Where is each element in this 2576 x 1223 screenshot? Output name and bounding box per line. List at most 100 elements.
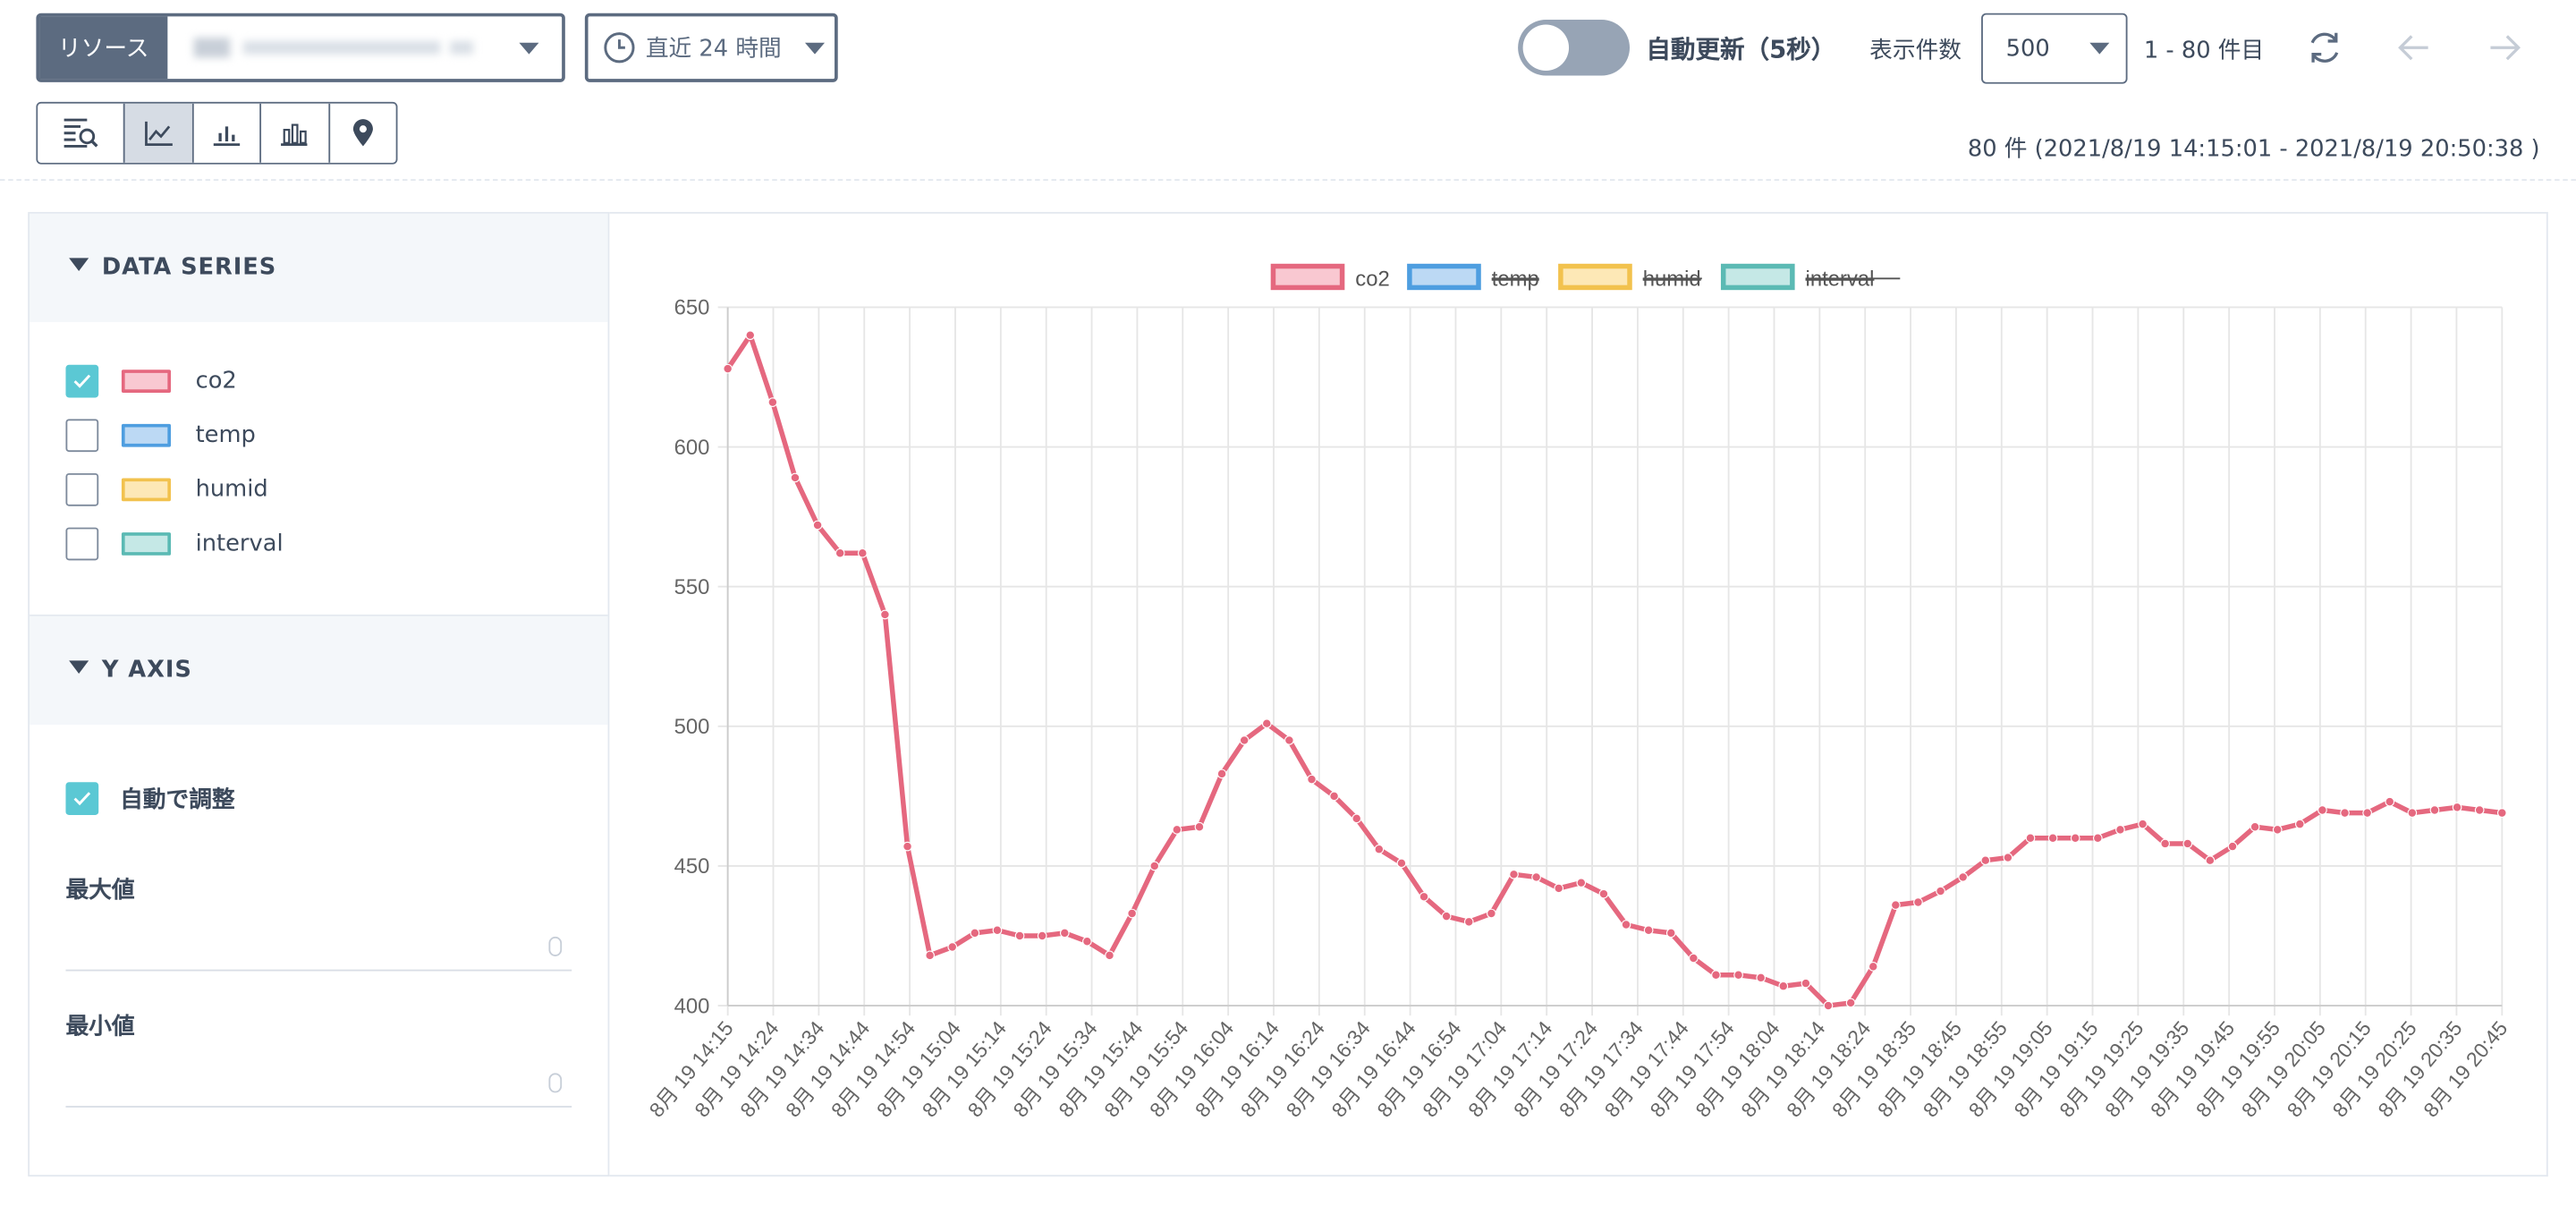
stacked-bar-icon (281, 123, 309, 147)
time-range-dropdown[interactable]: 直近 24 時間 (584, 13, 838, 82)
y-tick-label: 400 (674, 994, 710, 1018)
y-tick-label: 600 (674, 436, 710, 460)
y-axis-header[interactable]: Y AXIS (30, 616, 608, 725)
arrow-right-icon[interactable] (2480, 25, 2526, 71)
clock-icon (604, 32, 635, 64)
data-point (2407, 808, 2418, 818)
y-axis-title: Y AXIS (101, 657, 192, 684)
data-point (1621, 920, 1631, 930)
data-point (1756, 972, 1767, 983)
data-point (1958, 872, 1968, 882)
series-checkbox[interactable] (65, 472, 99, 506)
map-view-button[interactable] (327, 103, 396, 163)
data-point (1194, 821, 1205, 832)
auto-adjust-checkbox[interactable] (65, 782, 99, 816)
series-label: temp (195, 422, 256, 449)
data-point (947, 942, 958, 952)
chevron-down-icon (2089, 42, 2110, 55)
series-color-swatch (121, 478, 172, 502)
series-color-swatch (121, 423, 172, 447)
spinner-icon[interactable] (548, 936, 563, 956)
data-point (1216, 769, 1227, 779)
max-value-input[interactable] (65, 923, 572, 972)
divider (0, 179, 2576, 182)
data-point (2115, 825, 2125, 835)
legend-swatch (1558, 263, 1632, 291)
data-point (1396, 858, 1407, 869)
refresh-icon[interactable] (2301, 25, 2347, 71)
display-count-select[interactable]: 500 (1981, 13, 2128, 84)
data-point (1149, 861, 1160, 871)
bar-chart-view-button[interactable] (191, 103, 260, 163)
data-point (1105, 950, 1114, 961)
record-summary: 80 件 (2021/8/19 14:15:01 - 2021/8/19 20:… (1967, 136, 2540, 163)
map-pin-icon (352, 119, 373, 147)
data-point (970, 928, 980, 938)
data-point (1823, 1000, 1834, 1011)
data-point (1733, 970, 1743, 981)
data-point (1172, 825, 1182, 835)
data-point (2070, 833, 2080, 844)
data-point (1239, 735, 1250, 745)
auto-adjust-row[interactable]: 自動で調整 (65, 779, 235, 819)
data-point (1598, 888, 1609, 899)
data-point (1307, 774, 1317, 785)
data-point (857, 548, 868, 558)
auto-refresh-toggle[interactable] (1518, 20, 1631, 76)
chart-panel: 400 450 500 550 600 650 8月 19 14:15 8月 19 14:24… (609, 211, 2548, 1177)
series-row-humid[interactable]: humid (65, 470, 268, 509)
data-point (790, 472, 801, 483)
bar-chart-icon (213, 126, 241, 147)
line-chart-icon (144, 121, 173, 147)
resource-value (167, 16, 496, 79)
data-point (835, 548, 845, 558)
data-point (1374, 844, 1385, 854)
chevron-down-icon[interactable] (496, 16, 562, 79)
data-point (1980, 855, 1991, 866)
data-series-title: DATA SERIES (101, 254, 277, 282)
data-point (992, 925, 1003, 936)
series-checkbox[interactable] (65, 527, 99, 561)
data-point (1643, 925, 1654, 936)
collapse-triangle-icon (69, 660, 89, 675)
check-icon (73, 374, 91, 388)
data-point (2160, 838, 2170, 849)
max-value-label: 最大値 (65, 877, 135, 905)
data-point (2294, 819, 2305, 829)
series-label: interval (195, 531, 284, 557)
settings-panel: DATA SERIES co2 temp humid interval Y AXIS … (28, 211, 610, 1177)
line-chart-view-button[interactable] (123, 103, 192, 163)
data-point (1059, 928, 1070, 938)
data-point (1463, 917, 1474, 927)
data-point (812, 520, 823, 531)
legend-swatch (1407, 263, 1481, 291)
series-checkbox[interactable] (65, 364, 99, 398)
table-view-button[interactable] (38, 103, 124, 163)
data-point (1037, 930, 1047, 941)
series-checkbox[interactable] (65, 419, 99, 453)
series-row-interval[interactable]: interval (65, 524, 284, 564)
divider (30, 614, 608, 616)
series-row-temp[interactable]: temp (65, 416, 256, 455)
resource-selector[interactable]: リソース (36, 13, 565, 82)
data-point (880, 609, 890, 620)
stacked-bar-view-button[interactable] (259, 103, 328, 163)
data-point (2205, 855, 2216, 866)
chevron-down-icon (804, 41, 825, 54)
data-point (767, 397, 778, 407)
time-range-label: 直近 24 時間 (645, 36, 782, 63)
spinner-icon[interactable] (548, 1073, 563, 1093)
series-line-co2 (725, 332, 2503, 1008)
data-point (1891, 900, 1901, 910)
data-point (2385, 796, 2395, 807)
y-tick-label: 450 (674, 854, 710, 879)
data-point (1554, 883, 1564, 894)
arrow-left-icon[interactable] (2392, 25, 2437, 71)
min-value-input[interactable] (65, 1060, 572, 1108)
data-point (1014, 930, 1025, 941)
series-row-co2[interactable]: co2 (65, 361, 237, 401)
data-point (2318, 805, 2327, 815)
series-label: humid (195, 476, 268, 504)
data-series-header[interactable]: DATA SERIES (30, 213, 608, 322)
data-point (745, 330, 756, 341)
